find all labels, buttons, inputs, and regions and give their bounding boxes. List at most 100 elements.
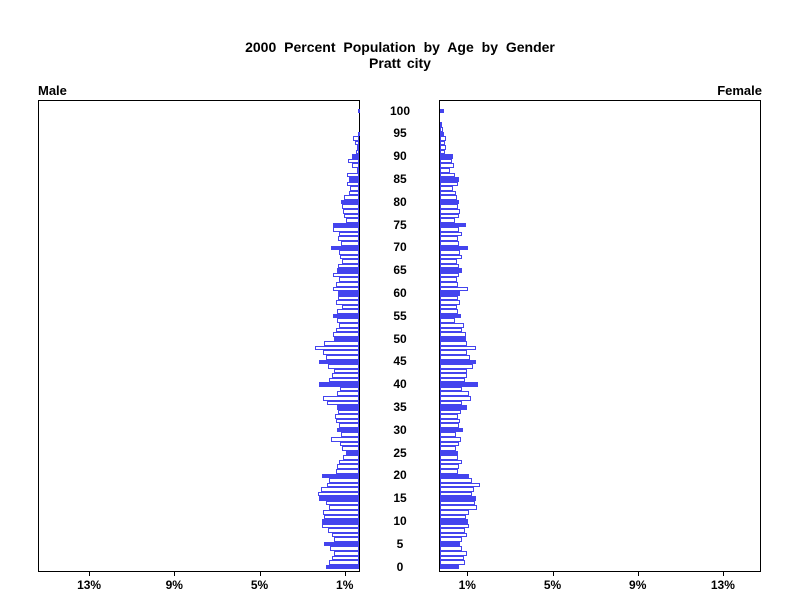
bar-female-age-48 (440, 345, 476, 351)
bar-male-age-42 (331, 373, 359, 378)
bar-male-age-68 (340, 254, 359, 260)
bar-female-age-13 (440, 505, 478, 510)
bar-female-age-57 (440, 304, 457, 310)
age-axis-label-40: 40 (393, 377, 407, 392)
bar-male-age-7 (332, 532, 359, 538)
bar-female-age-66 (440, 263, 459, 269)
bar-male-age-6 (334, 537, 359, 542)
bar-female-age-70 (440, 245, 468, 251)
bar-female-age-80 (440, 199, 459, 205)
male-axis-tick-label: 1% (336, 578, 354, 592)
bar-male-age-16 (318, 491, 359, 497)
age-axis-label-80: 80 (393, 194, 407, 209)
bar-female-age-72 (440, 236, 459, 241)
bar-female-age-17 (440, 487, 475, 492)
age-axis-label-100: 100 (389, 103, 411, 118)
bar-male-age-74 (333, 227, 359, 232)
bar-male-age-71 (340, 240, 359, 246)
bar-male-age-35 (337, 405, 359, 410)
bar-female-age-39 (440, 386, 463, 392)
bar-female-age-3 (440, 551, 468, 556)
bar-female-age-45 (440, 359, 477, 365)
bar-male-age-79 (342, 204, 359, 210)
bar-female-age-85 (440, 177, 459, 182)
bar-male-age-0 (325, 564, 359, 570)
bar-male-age-61 (333, 286, 359, 292)
bar-male-age-26 (341, 446, 359, 451)
bar-male-age-84 (347, 181, 359, 187)
bar-female-age-10 (440, 519, 469, 524)
chart-title: 2000 Percent Population by Age by Gender (245, 39, 555, 55)
bar-male-age-17 (320, 487, 359, 492)
bar-male-age-13 (328, 505, 359, 510)
bar-female-age-6 (440, 537, 463, 542)
bar-female-age-68 (440, 254, 463, 260)
age-axis-label-65: 65 (393, 263, 407, 278)
bar-male-age-4 (330, 546, 359, 552)
bar-male-age-59 (337, 295, 359, 301)
bar-male-age-9 (321, 523, 359, 529)
bar-male-age-29 (340, 432, 359, 438)
bar-male-age-93 (354, 140, 359, 146)
bar-female-age-77 (440, 213, 459, 219)
bar-female-age-46 (440, 354, 470, 360)
age-axis-label-10: 10 (393, 513, 407, 528)
bar-female-age-25 (440, 450, 459, 456)
male-axis-tick-1 (344, 571, 346, 576)
male-axis-tick-label: 9% (165, 578, 183, 592)
bar-female-age-16 (440, 491, 473, 497)
bar-male-age-31 (338, 423, 359, 428)
age-axis-label-70: 70 (393, 240, 407, 255)
bar-male-age-55 (333, 313, 359, 319)
bar-male-age-81 (344, 195, 359, 200)
bar-male-age-12 (323, 510, 359, 515)
age-axis-label-35: 35 (393, 399, 407, 414)
bar-male-age-58 (336, 300, 359, 305)
bar-male-age-34 (338, 409, 359, 415)
age-axis-label-50: 50 (393, 331, 407, 346)
male-axis-tick-label: 5% (250, 578, 269, 592)
bar-male-age-49 (324, 341, 359, 346)
bar-male-age-56 (337, 309, 359, 314)
bar-male-age-64 (333, 272, 359, 278)
age-axis-label-15: 15 (393, 491, 407, 506)
bar-female-age-2 (440, 555, 465, 561)
female-axis-tick-1 (467, 571, 469, 576)
bar-female-age-51 (440, 332, 466, 337)
bar-male-age-46 (325, 354, 359, 360)
bar-female-age-50 (440, 336, 466, 342)
bar-male-age-85 (348, 177, 359, 182)
female-axis-tick-label: 9% (629, 578, 647, 592)
bar-female-age-75 (440, 222, 466, 228)
bar-male-age-39 (339, 386, 359, 392)
bar-female-age-81 (440, 195, 457, 200)
bar-male-age-70 (331, 245, 359, 251)
bar-male-age-89 (347, 158, 359, 164)
bar-female-age-18 (440, 482, 480, 488)
bar-female-age-97 (440, 122, 442, 127)
bar-male-age-25 (345, 450, 359, 456)
age-axis-label-25: 25 (393, 445, 407, 460)
bar-female-age-71 (440, 240, 459, 246)
bar-female-age-100 (440, 108, 445, 114)
bar-female-age-0 (440, 564, 459, 570)
bar-female-age-52 (440, 327, 462, 333)
bar-male-age-30 (336, 427, 359, 433)
bar-female-age-41 (440, 377, 465, 383)
bar-female-age-87 (440, 168, 450, 173)
bar-male-age-22 (337, 464, 359, 469)
bar-female-age-53 (440, 323, 465, 328)
bar-female-age-55 (440, 313, 462, 319)
bar-male-age-51 (333, 332, 359, 337)
age-axis-label-90: 90 (393, 149, 407, 164)
bar-male-age-15 (318, 496, 359, 501)
age-axis-label-55: 55 (393, 308, 407, 323)
bar-female-age-24 (440, 455, 459, 460)
bar-female-age-82 (440, 190, 456, 196)
bar-female-age-73 (440, 231, 462, 237)
bar-female-age-79 (440, 204, 459, 210)
bar-male-age-75 (333, 222, 359, 228)
bar-male-age-63 (339, 277, 359, 282)
age-axis-label-30: 30 (393, 422, 407, 437)
